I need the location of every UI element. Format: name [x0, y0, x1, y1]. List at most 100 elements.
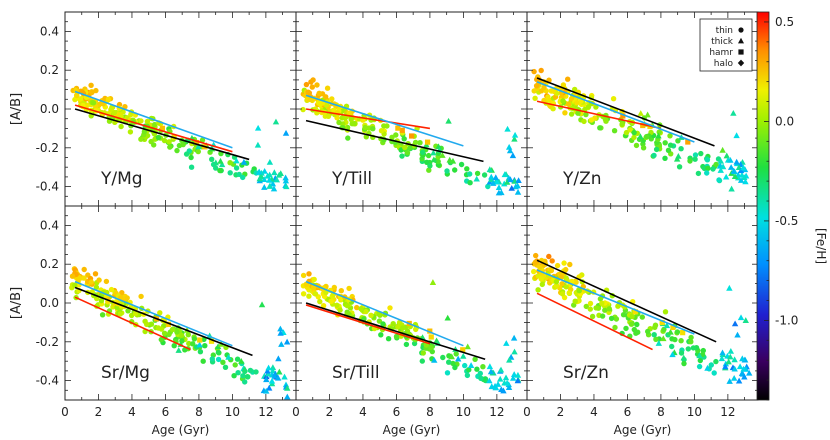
thick-star-point: [746, 369, 753, 376]
thin-star-point: [539, 281, 545, 288]
thin-star-point: [453, 351, 459, 357]
thin-star-point: [180, 141, 186, 148]
fit-line: [536, 269, 695, 335]
y-tick-label: 0.0: [40, 296, 59, 310]
thin-star-point: [127, 129, 134, 135]
thin-star-point: [548, 267, 555, 274]
thick-star-point: [488, 173, 495, 180]
thin-star-point: [417, 140, 423, 146]
thin-star-point: [467, 180, 473, 186]
thin-star-point: [390, 321, 396, 327]
thin-star-point: [370, 126, 376, 132]
thin-star-point: [678, 350, 685, 356]
thin-star-point: [345, 135, 351, 141]
thick-star-point: [502, 374, 510, 381]
thin-star-point: [533, 252, 539, 259]
thin-star-point: [310, 77, 316, 83]
thin-star-point: [535, 287, 541, 293]
thick-star-point: [276, 368, 283, 375]
thin-star-point: [462, 362, 468, 369]
thin-star-point: [402, 144, 408, 151]
thick-star-point: [460, 352, 467, 359]
legend-label: halo: [714, 59, 734, 69]
thin-star-point: [317, 298, 323, 305]
thin-star-point: [692, 152, 699, 158]
thin-star-point: [665, 147, 672, 153]
thin-star-point: [559, 291, 566, 297]
thick-star-point: [464, 343, 471, 350]
thick-star-point: [514, 371, 522, 378]
thin-star-point: [186, 340, 192, 347]
thick-star-point: [514, 377, 522, 384]
thin-star-point: [559, 281, 565, 287]
fit-line: [305, 304, 431, 345]
hamr-star-point: [632, 309, 638, 315]
thin-star-point: [558, 274, 565, 280]
thin-star-point: [141, 129, 148, 135]
thin-star-point: [395, 324, 401, 330]
thin-star-point: [467, 171, 473, 177]
thin-star-point: [581, 118, 587, 125]
thin-star-point: [716, 177, 722, 183]
thin-star-point: [688, 334, 694, 341]
thick-star-point: [505, 384, 513, 391]
thin-star-point: [117, 311, 123, 317]
thin-star-point: [688, 339, 694, 345]
thick-star-point: [514, 188, 522, 195]
thin-star-point: [167, 144, 173, 150]
thick-star-point: [445, 117, 452, 124]
hamr-star-point: [427, 328, 433, 334]
thin-star-point: [576, 288, 582, 294]
thin-star-point: [247, 367, 254, 374]
x-tick-label: 0: [61, 405, 69, 419]
thick-star-point: [278, 341, 285, 347]
thin-star-point: [384, 123, 390, 129]
panel-sr-zn: 0 2 4 6 8 10 12 Age (Gyr) Sr/Zn: [523, 205, 759, 437]
x-tick-label: 2: [557, 405, 565, 419]
thin-star-point: [346, 110, 352, 116]
thin-star-point: [190, 341, 196, 347]
thin-star-point: [389, 134, 395, 140]
x-tick-label: 8: [426, 405, 434, 419]
thin-star-point: [628, 321, 635, 327]
thin-star-point: [215, 356, 222, 363]
fit-line: [536, 259, 717, 343]
thin-star-point: [553, 279, 560, 285]
thin-star-point: [565, 101, 572, 107]
thick-star-point: [212, 159, 220, 166]
thick-star-point: [733, 132, 740, 139]
thin-star-point: [98, 298, 105, 304]
thin-star-point: [631, 129, 637, 136]
fit-line: [74, 104, 233, 153]
thick-star-point: [497, 366, 505, 373]
thick-star-point: [486, 363, 494, 370]
thin-star-point: [195, 148, 201, 155]
thin-star-point: [425, 152, 432, 159]
colorbar-frame: [756, 11, 770, 401]
thin-star-point: [118, 123, 124, 130]
thin-star-point: [562, 110, 568, 116]
thin-star-point: [300, 272, 307, 279]
thin-star-point: [378, 332, 384, 338]
thick-star-point: [731, 320, 739, 327]
thin-star-point: [704, 157, 711, 163]
thin-star-point: [385, 336, 392, 342]
thin-star-point: [209, 156, 215, 162]
thin-star-point: [144, 321, 150, 327]
thick-star-point: [444, 314, 451, 321]
thin-star-point: [633, 142, 640, 149]
thin-star-point: [217, 167, 223, 174]
thin-star-point: [458, 161, 465, 168]
thin-star-point: [119, 290, 125, 296]
thin-star-point: [568, 111, 575, 117]
thin-star-point: [234, 356, 241, 362]
thin-star-point: [105, 96, 112, 103]
thin-star-point: [368, 312, 374, 318]
hamr-star-point: [680, 330, 686, 336]
thin-star-point: [669, 343, 675, 350]
thin-star-point: [232, 362, 238, 368]
thick-star-point: [737, 167, 745, 174]
thick-star-point: [195, 143, 202, 150]
thin-star-point: [695, 170, 702, 177]
thick-star-point: [283, 183, 290, 190]
